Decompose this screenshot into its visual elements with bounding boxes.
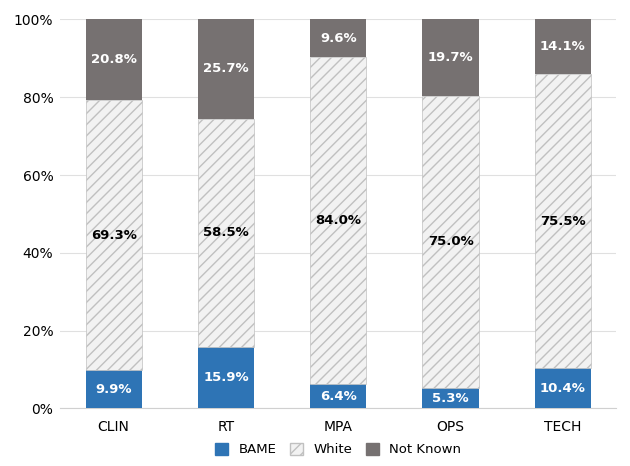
Text: 84.0%: 84.0% — [315, 213, 361, 226]
Text: 6.4%: 6.4% — [320, 390, 357, 403]
Bar — [310, 384, 366, 409]
Text: 9.6%: 9.6% — [320, 32, 357, 45]
Legend: BAME, White, Not Known: BAME, White, Not Known — [215, 443, 461, 456]
Text: 9.9%: 9.9% — [95, 383, 132, 396]
Text: 75.5%: 75.5% — [540, 215, 586, 227]
Bar — [423, 388, 479, 409]
Bar — [535, 20, 591, 74]
Bar — [86, 100, 142, 370]
Bar — [86, 20, 142, 100]
Bar — [198, 347, 254, 409]
Text: 19.7%: 19.7% — [428, 51, 473, 64]
Bar — [310, 20, 366, 57]
Text: 25.7%: 25.7% — [203, 62, 249, 75]
Bar — [198, 119, 254, 347]
Text: 69.3%: 69.3% — [91, 229, 137, 242]
Bar — [198, 19, 254, 119]
Bar — [535, 368, 591, 409]
Text: 5.3%: 5.3% — [432, 391, 469, 404]
Text: 20.8%: 20.8% — [91, 53, 137, 66]
Text: 14.1%: 14.1% — [540, 41, 586, 53]
Bar — [423, 20, 479, 96]
Bar — [86, 370, 142, 409]
Bar — [310, 57, 366, 384]
Text: 75.0%: 75.0% — [428, 235, 473, 248]
Bar — [423, 96, 479, 388]
Text: 58.5%: 58.5% — [203, 226, 249, 240]
Bar — [535, 74, 591, 368]
Text: 10.4%: 10.4% — [540, 382, 586, 395]
Text: 15.9%: 15.9% — [203, 371, 249, 384]
